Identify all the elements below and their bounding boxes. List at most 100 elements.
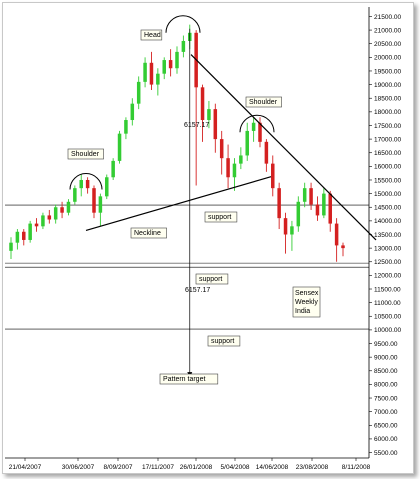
source-label-line: India [295, 308, 310, 315]
candle-body [296, 201, 301, 227]
candle-body [290, 226, 294, 235]
y-tick-label: 5500.00 [374, 450, 398, 457]
candle-body [98, 196, 103, 213]
pattern-target-label: Pattern target [159, 373, 219, 385]
candle-body [168, 60, 173, 69]
candle-body [245, 130, 249, 156]
support-label-3-box [207, 335, 241, 347]
y-tick-label: 15000.00 [374, 191, 401, 198]
y-tick-label: 10000.00 [374, 327, 401, 334]
source-label-box [292, 286, 321, 318]
candle-body [283, 218, 288, 235]
y-tick-label: 11000.00 [374, 300, 401, 307]
downtrend-line [190, 54, 377, 241]
y-tick-label: 19500.00 [374, 68, 401, 75]
y-tick-label: 17000.00 [374, 136, 401, 143]
right-shoulder-label-box [245, 96, 282, 108]
candle-body [149, 62, 154, 85]
left-shoulder-label-box [67, 148, 104, 160]
support-label-2: support [195, 273, 229, 285]
right-shoulder-arc [239, 114, 275, 133]
pattern-target-label-box [159, 373, 219, 385]
candle-body [232, 163, 237, 178]
x-tick-label: 17/11/2007 [142, 464, 174, 471]
candle-body [315, 204, 320, 216]
y-tick-label: 12000.00 [374, 273, 401, 280]
candle-body [207, 109, 211, 121]
y-tick-label: 17500.00 [374, 123, 401, 130]
candle-body [143, 62, 147, 82]
y-tick-label: 14500.00 [374, 205, 401, 212]
x-tick-label: 8/11/2008 [342, 464, 371, 471]
chart-panel: Head Shoulder Shoulder Neckline support suppo… [2, 2, 414, 474]
candle-body [124, 120, 128, 134]
y-tick-label: 8500.00 [374, 368, 398, 375]
x-tick-label: 5/04/2008 [221, 464, 250, 471]
annotation-layer: Head Shoulder Shoulder Neckline support suppo… [67, 29, 321, 385]
candle-body [79, 179, 83, 189]
measure-value-top: 6157.17 [184, 122, 209, 129]
candle-body [322, 193, 326, 216]
candle-body [60, 207, 64, 213]
neckline-label-box [130, 227, 167, 239]
y-tick-label: 11500.00 [374, 286, 401, 293]
y-tick-label: 16500.00 [374, 150, 401, 157]
candle-body [22, 231, 26, 240]
candle-body [85, 179, 90, 189]
y-tick-label: 6000.00 [374, 436, 398, 443]
left-shoulder-label-text: Shoulder [71, 151, 100, 158]
candle-body [92, 188, 96, 213]
y-tick-label: 20500.00 [374, 41, 401, 48]
pattern-lines-layer [69, 15, 377, 378]
support-label-2-text: support [199, 276, 222, 283]
pattern-target-label-text: Pattern target [163, 376, 205, 383]
candle-body [302, 188, 307, 202]
left-shoulder-label: Shoulder [67, 148, 104, 160]
y-tick-label: 21500.00 [374, 14, 401, 21]
candle-body [309, 188, 313, 205]
x-tick-label: 21/04/2007 [9, 464, 42, 471]
measure-value-bottom: 6157.17 [185, 287, 210, 294]
y-tick-label: 7000.00 [374, 409, 398, 416]
x-axis: 21/04/2007 30/06/2007 8/09/2007 17/11/2007 2… [5, 457, 371, 471]
y-tick-label: 9000.00 [374, 354, 398, 361]
candle-body [47, 215, 52, 220]
x-tick-label: 14/06/2008 [256, 464, 289, 471]
neckline-label-text: Neckline [134, 230, 161, 237]
candle-body [111, 160, 115, 178]
x-tick-label: 26/01/2008 [180, 464, 213, 471]
y-tick-label: 15500.00 [374, 177, 401, 184]
y-tick-label: 18000.00 [374, 109, 401, 116]
y-tick-label: 14000.00 [374, 218, 401, 225]
right-shoulder-label: Shoulder [245, 96, 282, 108]
candle-body [239, 155, 243, 164]
neckline-label: Neckline [130, 227, 167, 239]
y-tick-label: 18500.00 [374, 96, 401, 103]
support-label-1-box [204, 211, 238, 223]
support-label-3-text: support [211, 338, 234, 345]
source-label-line: Weekly [295, 299, 318, 306]
candle-body [136, 81, 141, 104]
support-label-2-box [195, 273, 229, 285]
candle-body [34, 223, 39, 227]
candle-body [226, 158, 230, 178]
support-label-3: support [207, 335, 241, 347]
candle-body [156, 73, 160, 85]
candle-body [334, 223, 339, 246]
y-tick-label: 21000.00 [374, 27, 401, 34]
candle-body [251, 122, 256, 131]
candle-body [28, 223, 32, 240]
x-tick-label: 30/06/2007 [62, 464, 95, 471]
y-tick-label: 12500.00 [374, 259, 401, 266]
candle-body [200, 87, 205, 121]
candle-body [258, 122, 262, 142]
candles-layer [9, 24, 345, 262]
source-label: Sensex Weekly India [292, 286, 321, 318]
support-label-1: support [204, 211, 238, 223]
candle-body [73, 188, 77, 202]
y-tick-label: 19000.00 [374, 82, 401, 89]
x-tick-label: 23/08/2008 [296, 464, 329, 471]
y-tick-label: 9500.00 [374, 341, 398, 348]
y-tick-label: 10500.00 [374, 314, 401, 321]
y-tick-label: 7500.00 [374, 395, 398, 402]
